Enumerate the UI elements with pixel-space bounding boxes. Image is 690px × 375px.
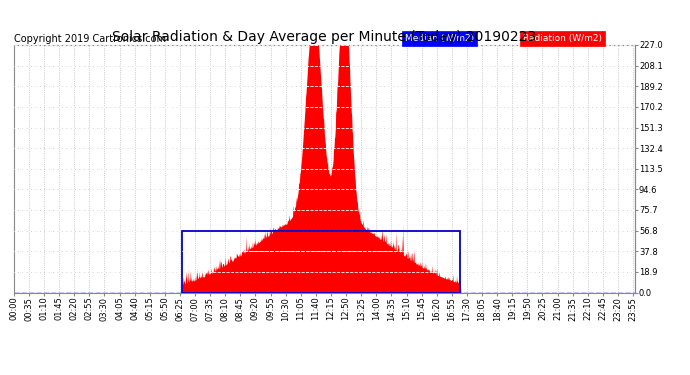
Title: Solar Radiation & Day Average per Minute (Today) 20190223: Solar Radiation & Day Average per Minute… xyxy=(112,30,536,44)
Text: Copyright 2019 Cartronics.com: Copyright 2019 Cartronics.com xyxy=(14,34,166,44)
Text: Radiation (W/m2): Radiation (W/m2) xyxy=(523,34,602,43)
Bar xyxy=(182,231,460,292)
Text: Median (W/m2): Median (W/m2) xyxy=(405,34,474,43)
